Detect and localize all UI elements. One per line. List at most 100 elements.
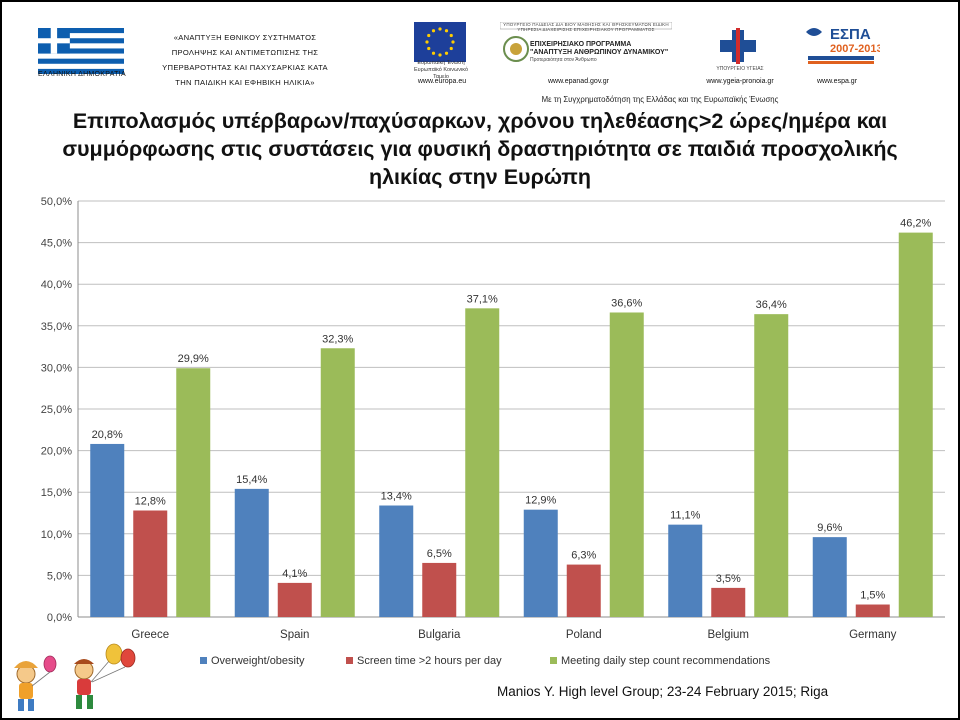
bar: [277, 582, 312, 617]
bar-value-label: 6,3%: [571, 550, 596, 562]
operational-programme-logo: [500, 22, 672, 62]
y-tick-label: 45,0%: [41, 238, 72, 250]
gridlines: [77, 200, 945, 618]
bar-value-label: 4,1%: [282, 568, 307, 580]
y-tick-label: 40,0%: [41, 279, 72, 291]
op-url: www.epanad.gov.gr: [548, 78, 609, 85]
eu-star-icon: [425, 40, 429, 44]
moh-url: www.ygeia-pronoia.gr: [706, 78, 774, 85]
op-title: ΕΠΙΧΕΙΡΗΣΙΑΚΟ ΠΡΟΓΡΑΜΜΑ "ΑΝΑΠΤΥΞΗ ΑΝΘΡΩΠ…: [530, 41, 670, 57]
legend-swatch: [200, 657, 207, 664]
bar: [711, 587, 746, 617]
espa-logo: ΕΣΠΑ 2007-2013: [806, 26, 880, 64]
title-line: συμμόρφωσης στις συστάσεις για φυσική δρ…: [62, 137, 898, 161]
project-line: ΤΗΝ ΠΑΙΔΙΚΗ ΚΑΙ ΕΦΗΒΙΚΗ ΗΛΙΚΙΑ»: [175, 78, 315, 87]
bar-value-label: 37,1%: [467, 293, 498, 305]
bar: [566, 564, 601, 617]
slide-title: Επιπολασμός υπέρβαρων/παχύσαρκων, χρόνου…: [10, 107, 950, 191]
eu-star-icon: [438, 27, 442, 31]
y-tick-label: 0,0%: [47, 612, 72, 624]
x-tick-label: Greece: [131, 629, 169, 641]
bar-value-label: 29,9%: [178, 353, 209, 365]
bar-value-label: 12,8%: [135, 496, 166, 508]
ministry-of-health-logo: [720, 28, 756, 64]
bar-value-label: 46,2%: [900, 218, 931, 230]
eu-star-icon: [427, 46, 431, 51]
bar: [523, 509, 558, 617]
x-tick-label: Belgium: [707, 629, 749, 641]
legend-label: Meeting daily step count recommendations: [561, 655, 771, 667]
y-tick-label: 10,0%: [41, 529, 72, 541]
eu-url: www.europa.eu: [417, 78, 467, 85]
project-line: «ΑΝΑΠΤΥΞΗ ΕΘΝΙΚΟΥ ΣΥΣΤΗΜΑΤΟΣ: [173, 33, 317, 42]
moh-caption: ΥΠΟΥΡΓΕΙΟ ΥΓΕΙΑΣ: [716, 66, 764, 72]
bar: [320, 348, 355, 617]
eu-caption: Ευρωπαϊκή Ένωση Ευρωπαϊκό Κοινωνικό Ταμε…: [413, 60, 469, 80]
bar: [668, 524, 703, 617]
espa-wordmark: ΕΣΠΑ: [830, 26, 871, 43]
op-title-line: "ΑΝΑΠΤΥΞΗ ΑΝΘΡΩΠΙΝΟΥ ΔΥΝΑΜΙΚΟΥ": [530, 49, 669, 56]
title-line: ηλικίας στην Ευρώπη: [368, 165, 592, 189]
bar-value-label: 1,5%: [860, 590, 885, 602]
y-tick-label: 50,0%: [41, 196, 72, 208]
eu-star-icon: [427, 33, 431, 38]
bar-labels: 20,8% 12,8% 29,9% 15,4% 4,1% 32,3% 13,4% 6,5% 37…: [92, 218, 932, 602]
bar-value-label: 13,4%: [381, 491, 412, 503]
legend-label: Overweight/obesity: [211, 655, 305, 667]
legend-swatch: [346, 657, 353, 664]
y-tick-label: 5,0%: [47, 570, 72, 582]
espa-url: www.espa.gr: [816, 78, 858, 85]
bar: [234, 488, 269, 617]
greek-flag-logo: [38, 28, 124, 74]
x-tick-label: Bulgaria: [418, 629, 461, 641]
eu-flag-logo: [414, 22, 466, 62]
espa-years: 2007-2013: [830, 43, 880, 55]
bar: [379, 505, 414, 617]
legend-label: Screen time >2 hours per day: [357, 655, 502, 667]
x-tick-label: Germany: [849, 629, 897, 641]
flag-caption: ΕΛΛΗΝΙΚΗ ΔΗΜΟΚΡΑΤΙΑ: [38, 71, 126, 78]
eu-star-icon: [449, 33, 453, 38]
bar-value-label: 32,3%: [322, 333, 353, 345]
bar: [609, 312, 644, 617]
op-title-line: ΕΠΙΧΕΙΡΗΣΙΑΚΟ ΠΡΟΓΡΑΜΜΑ: [530, 41, 632, 48]
bar: [812, 537, 847, 617]
eu-star-icon: [438, 53, 442, 57]
bar: [422, 562, 457, 617]
legend: Overweight/obesity Screen time >2 hours p…: [200, 655, 771, 667]
bars: [90, 232, 933, 617]
y-axis-ticks: 0,0% 5,0% 10,0% 15,0% 20,0% 25,0% 30,0% 35,0% 40…: [41, 196, 72, 624]
bar-value-label: 11,1%: [670, 510, 701, 522]
bar-value-label: 20,8%: [92, 429, 123, 441]
bar: [855, 604, 890, 617]
bar-value-label: 6,5%: [427, 548, 452, 560]
bar-value-label: 3,5%: [716, 573, 741, 585]
y-tick-label: 15,0%: [41, 487, 72, 499]
project-line: ΠΡΟΛΗΨΗΣ ΚΑΙ ΑΝΤΙΜΕΤΩΠΙΣΗΣ ΤΗΣ: [171, 48, 319, 57]
source-citation: Manios Y. High level Group; 23-24 Februa…: [497, 684, 829, 699]
eu-star-icon: [444, 29, 449, 33]
eu-star-icon: [449, 46, 453, 51]
bar: [465, 308, 500, 617]
bar-value-label: 15,4%: [236, 474, 267, 486]
project-line: ΥΠΕΡΒΑΡΟΤΗΤΑΣ ΚΑΙ ΠΑΧΥΣΑΡΚΙΑΣ ΚΑΤΑ: [162, 63, 328, 72]
eu-star-icon: [444, 51, 449, 55]
children-clipart: [14, 643, 136, 711]
cofunding-note: Με τη Συγχρηματοδότηση της Ελλάδας και τ…: [541, 95, 779, 104]
x-tick-label: Poland: [566, 629, 602, 641]
title-line: Επιπολασμός υπέρβαρων/παχύσαρκων, χρόνου…: [72, 109, 888, 133]
y-tick-label: 30,0%: [41, 362, 72, 374]
y-tick-label: 35,0%: [41, 321, 72, 333]
y-tick-label: 20,0%: [41, 446, 72, 458]
y-tick-label: 25,0%: [41, 404, 72, 416]
x-tick-label: Spain: [280, 629, 309, 641]
logo-header: ΕΛΛΗΝΙΚΗ ΔΗΜΟΚΡΑΤΙΑ «ΑΝΑΠΤΥΞΗ ΕΘΝΙΚΟΥ ΣΥ…: [0, 0, 960, 108]
bar-value-label: 12,9%: [525, 495, 556, 507]
bar: [754, 314, 789, 617]
project-title: «ΑΝΑΠΤΥΞΗ ΕΘΝΙΚΟΥ ΣΥΣΤΗΜΑΤΟΣ ΠΡΟΛΗΨΗΣ ΚΑ…: [140, 30, 350, 90]
bar: [176, 368, 211, 617]
op-ministry-text: ΥΠΟΥΡΓΕΙΟ ΠΑΙΔΕΙΑΣ ΔΙΑ ΒΙΟΥ ΜΑΘΗΣΗΣ ΚΑΙ …: [503, 22, 669, 32]
bar-value-label: 36,4%: [756, 299, 787, 311]
